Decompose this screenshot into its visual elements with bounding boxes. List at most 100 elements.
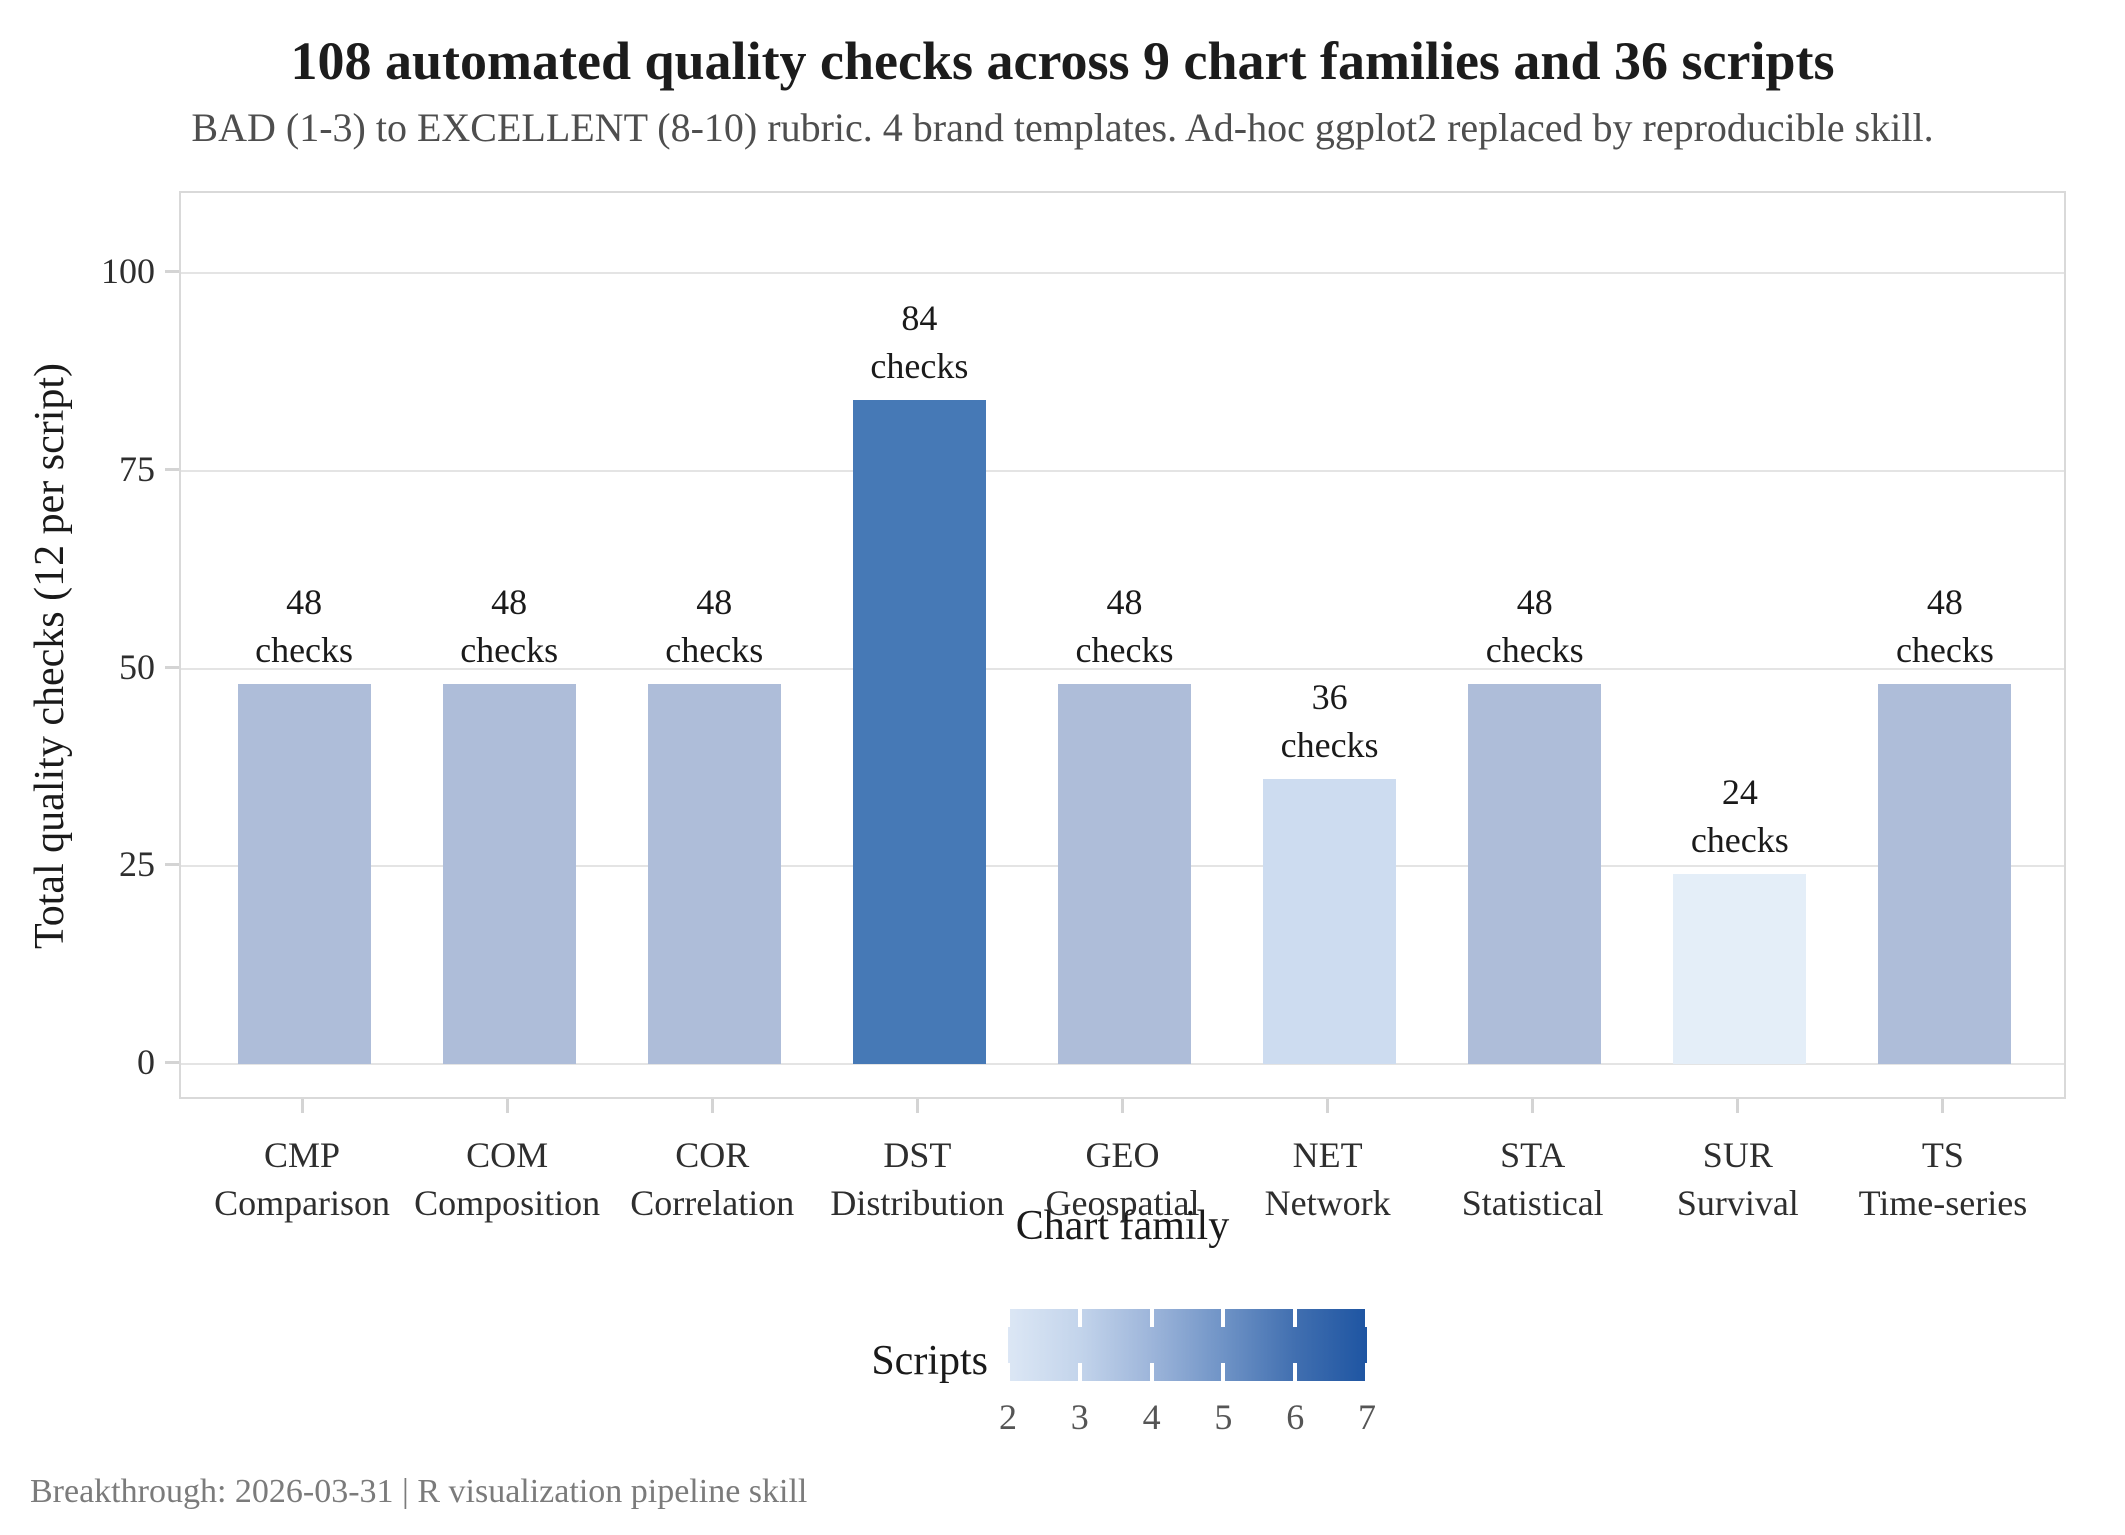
colorbar-tick-notch-bottom-6 bbox=[1293, 1363, 1298, 1381]
plot-panel: 48 checks 48 checks 48 checks 84 checks 48 checks… bbox=[179, 191, 2066, 1099]
x-tick-mark-SUR bbox=[1736, 1099, 1740, 1113]
x-category-name: Geospatial bbox=[1045, 1183, 1200, 1223]
colorbar-tick-notch-bottom-7 bbox=[1365, 1363, 1367, 1381]
figure-caption: Breakthrough: 2026-03-31 | R visualizati… bbox=[30, 1473, 808, 1510]
colorbar-tick-notch-bottom-2 bbox=[1008, 1363, 1010, 1381]
colorbar-tick-notch-top-5 bbox=[1221, 1309, 1226, 1327]
y-tick-mark-25 bbox=[165, 863, 179, 867]
bar-value-number: 36 bbox=[1311, 677, 1348, 718]
bar-value-number: 84 bbox=[901, 297, 938, 338]
x-category-code: GEO bbox=[1085, 1135, 1160, 1175]
legend-tick-label-5: 5 bbox=[1214, 1397, 1233, 1437]
bar-value-number: 48 bbox=[1926, 582, 1963, 623]
x-category-code: STA bbox=[1500, 1135, 1566, 1175]
bar-value-suffix: checks bbox=[870, 345, 969, 386]
y-tick-label-75: 75 bbox=[119, 448, 155, 489]
bar-value-number: 48 bbox=[286, 582, 323, 623]
x-category-code: COM bbox=[466, 1135, 549, 1175]
x-tick-mark-TS bbox=[1941, 1099, 1945, 1113]
bar-value-suffix: checks bbox=[665, 630, 764, 671]
y-tick-label-0: 0 bbox=[137, 1042, 155, 1082]
bar-value-suffix: checks bbox=[460, 630, 559, 671]
bar-value-label-COR: 48 checks bbox=[584, 578, 844, 674]
y-tick-label-25: 25 bbox=[119, 844, 155, 885]
colorbar-tick-notch-bottom-5 bbox=[1221, 1363, 1226, 1381]
bar-value-suffix: checks bbox=[1075, 630, 1174, 671]
colorbar-tick-notch-top-2 bbox=[1008, 1309, 1010, 1327]
legend-tick-label-3: 3 bbox=[1070, 1397, 1089, 1437]
chart-title: 108 automated quality checks across 9 ch… bbox=[290, 31, 1835, 91]
bar-value-label-CMP: 48 checks bbox=[174, 578, 434, 674]
bar-value-label-TS: 48 checks bbox=[1815, 578, 2075, 674]
gridline-y-100 bbox=[181, 272, 2064, 275]
y-tick-label-50: 50 bbox=[119, 646, 155, 687]
gridline-y-0 bbox=[181, 1063, 2064, 1065]
gridline-y-50 bbox=[181, 667, 2064, 670]
colorbar-tick-notch-top-6 bbox=[1293, 1309, 1298, 1327]
legend-tick-label-7: 7 bbox=[1358, 1397, 1376, 1437]
legend-tick-label-2: 2 bbox=[999, 1397, 1017, 1437]
x-tick-mark-DST bbox=[915, 1099, 919, 1113]
x-category-name: Distribution bbox=[830, 1183, 1005, 1223]
colorbar-tick-notch-bottom-3 bbox=[1077, 1363, 1082, 1381]
bar-value-number: 48 bbox=[1106, 582, 1143, 623]
bar-value-label-STA: 48 checks bbox=[1405, 578, 1665, 674]
x-category-name: Comparison bbox=[214, 1183, 391, 1223]
y-tick-mark-100 bbox=[165, 270, 179, 274]
x-category-label-COR: COR Correlation bbox=[592, 1131, 832, 1227]
x-category-code: NET bbox=[1292, 1135, 1363, 1175]
bar-value-label-SUR: 24 checks bbox=[1610, 768, 1870, 864]
bar-SUR bbox=[1673, 874, 1807, 1064]
x-category-label-TS: TS Time-series bbox=[1823, 1131, 2063, 1227]
bar-GEO bbox=[1058, 684, 1191, 1064]
x-category-label-DST: DST Distribution bbox=[797, 1131, 1037, 1227]
bar-value-number: 48 bbox=[491, 582, 528, 623]
x-category-name: Composition bbox=[414, 1183, 601, 1223]
x-tick-mark-COM bbox=[505, 1099, 509, 1113]
colorbar-tick-notch-bottom-4 bbox=[1149, 1363, 1154, 1381]
legend-colorbar bbox=[1008, 1309, 1367, 1381]
x-tick-mark-CMP bbox=[300, 1099, 304, 1113]
bar-value-label-GEO: 48 checks bbox=[995, 578, 1255, 674]
x-axis-title: Chart family bbox=[1015, 1203, 1230, 1249]
bar-value-label-COM: 48 checks bbox=[379, 578, 639, 674]
x-category-label-SUR: SUR Survival bbox=[1618, 1131, 1858, 1227]
bar-value-suffix: checks bbox=[1690, 820, 1789, 861]
bar-value-number: 24 bbox=[1721, 772, 1758, 813]
bar-value-suffix: checks bbox=[1485, 630, 1584, 671]
x-tick-mark-STA bbox=[1531, 1099, 1535, 1113]
x-category-code: TS bbox=[1921, 1135, 1964, 1175]
bar-TS bbox=[1878, 684, 2012, 1064]
x-tick-mark-GEO bbox=[1121, 1099, 1124, 1113]
legend-tick-label-6: 6 bbox=[1286, 1397, 1305, 1437]
x-category-label-NET: NET Network bbox=[1208, 1131, 1448, 1227]
colorbar-tick-notch-top-3 bbox=[1077, 1309, 1082, 1327]
bar-value-suffix: checks bbox=[1895, 630, 1994, 671]
bar-STA bbox=[1468, 684, 1602, 1064]
y-tick-mark-75 bbox=[165, 467, 179, 471]
bar-COR bbox=[647, 684, 781, 1064]
x-category-name: Statistical bbox=[1461, 1183, 1604, 1223]
bar-value-number: 48 bbox=[1516, 582, 1553, 623]
x-category-label-COM: COM Composition bbox=[387, 1131, 627, 1227]
x-category-name: Correlation bbox=[630, 1183, 795, 1223]
x-category-code: COR bbox=[675, 1135, 750, 1175]
x-category-label-STA: STA Statistical bbox=[1413, 1131, 1653, 1227]
y-tick-mark-50 bbox=[165, 665, 179, 669]
bar-DST bbox=[852, 399, 986, 1064]
x-category-label-GEO: GEO Geospatial bbox=[1003, 1131, 1243, 1227]
colorbar-tick-notch-top-7 bbox=[1365, 1309, 1367, 1327]
bar-value-label-DST: 84 checks bbox=[789, 294, 1049, 390]
bar-value-suffix: checks bbox=[1280, 725, 1379, 766]
y-tick-mark-0 bbox=[165, 1061, 179, 1064]
x-category-name: Survival bbox=[1676, 1183, 1799, 1223]
legend-tick-label-4: 4 bbox=[1142, 1397, 1161, 1437]
bar-COM bbox=[442, 684, 576, 1064]
bar-CMP bbox=[237, 684, 371, 1064]
legend-title: Scripts bbox=[871, 1338, 988, 1384]
colorbar-tick-notch-top-4 bbox=[1149, 1309, 1154, 1327]
x-category-name: Network bbox=[1264, 1183, 1391, 1223]
x-category-code: CMP bbox=[264, 1135, 341, 1175]
chart-subtitle: BAD (1-3) to EXCELLENT (8-10) rubric. 4 … bbox=[191, 105, 1934, 150]
